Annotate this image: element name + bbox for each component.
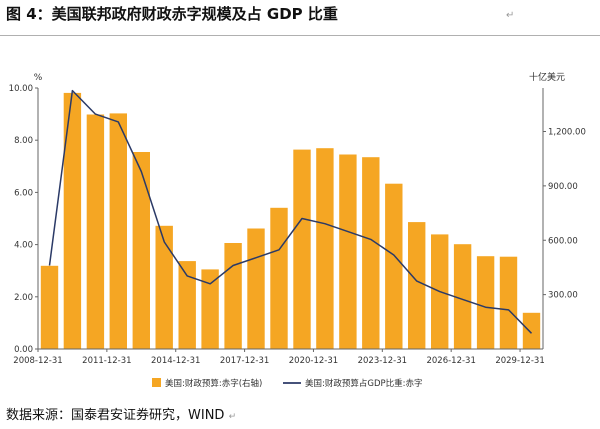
legend-bar-label: 美国:财政预算:赤字(右轴) — [165, 378, 262, 389]
deficit-bar — [40, 265, 59, 349]
deficit-bar — [247, 228, 265, 349]
deficit-bar — [178, 261, 196, 349]
deficit-bar — [109, 113, 127, 350]
source-return-mark: ↵ — [228, 412, 237, 422]
x-axis-tick-label: 2011-12-31 — [82, 356, 131, 366]
x-axis-tick-label: 2023-12-31 — [358, 356, 407, 366]
data-source-note: 数据来源：国泰君安证券研究，WIND ↵ — [6, 404, 236, 423]
left-axis-tick-label: 8.00 — [14, 136, 33, 146]
deficit-bar — [339, 154, 357, 349]
deficit-bar — [453, 244, 472, 349]
right-axis-tick-label: 300.00 — [548, 291, 578, 301]
left-axis-tick-label: 4.00 — [14, 241, 33, 251]
deficit-bar — [293, 149, 311, 349]
legend-bar-swatch — [152, 378, 161, 387]
x-axis-tick-label: 2029-12-31 — [495, 356, 544, 366]
deficit-bar — [86, 114, 105, 349]
right-axis-tick-label: 600.00 — [548, 236, 578, 246]
deficit-bar — [316, 148, 334, 349]
deficit-gdp-ratio-line — [48, 89, 533, 334]
left-axis-tick-label: 6.00 — [14, 188, 33, 198]
figure-title: 图 4：美国联邦政府财政赤字规模及占 GDP 比重 — [6, 5, 338, 23]
data-source-text: 数据来源：国泰君安证券研究，WIND — [6, 408, 225, 423]
left-axis-tick-label: 0.00 — [14, 345, 33, 355]
x-axis-tick-label: 2008-12-31 — [13, 356, 62, 366]
deficit-bar — [362, 157, 380, 349]
x-axis-tick-label: 2017-12-31 — [220, 356, 269, 366]
deficit-bar — [270, 207, 288, 349]
right-axis-tick-label: 1,200.00 — [548, 128, 586, 138]
deficit-bar — [499, 256, 518, 349]
left-axis-tick-label: 2.00 — [14, 293, 33, 303]
legend-line-label: 美国:财政预算占GDP比重:赤字 — [305, 378, 423, 389]
title-return-mark: ↵ — [506, 10, 515, 21]
left-axis-unit: % — [34, 73, 43, 83]
right-axis-tick-label: 900.00 — [548, 182, 578, 192]
deficit-bar — [408, 222, 426, 349]
deficit-bar — [63, 92, 82, 350]
deficit-bar — [476, 256, 495, 349]
deficit-bar — [385, 183, 403, 349]
deficit-chart: 0.00 2.00 4.00 6.00 8.00 10.00 300.00 600.00 900… — [9, 71, 586, 389]
deficit-bar — [522, 312, 541, 350]
deficit-bar — [224, 243, 242, 349]
x-axis-tick-label: 2020-12-31 — [289, 356, 338, 366]
title-divider — [0, 35, 600, 36]
x-axis-tick-label: 2026-12-31 — [426, 356, 475, 366]
x-axis-tick-label: 2014-12-31 — [151, 356, 200, 366]
right-axis-unit: 十亿美元 — [529, 71, 565, 83]
deficit-bar — [132, 152, 150, 349]
left-axis-tick-label: 10.00 — [9, 84, 33, 94]
deficit-bar — [201, 269, 219, 349]
deficit-bar — [155, 225, 173, 350]
